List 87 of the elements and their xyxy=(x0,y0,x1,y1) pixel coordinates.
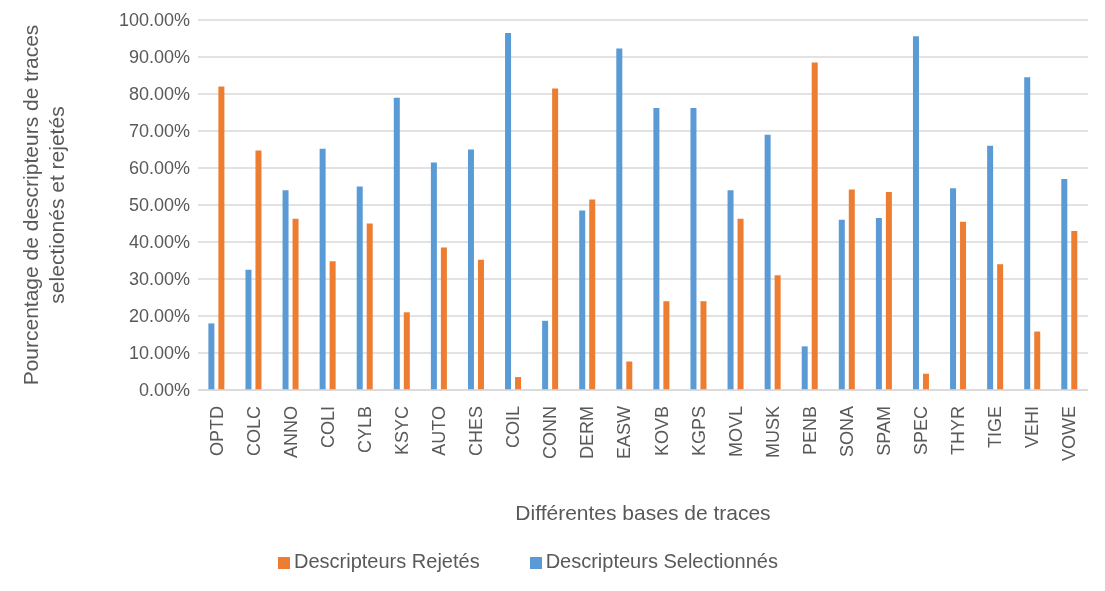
bar xyxy=(515,377,522,390)
bar xyxy=(292,218,299,390)
bar xyxy=(997,264,1004,390)
y-tick-label: 30.00% xyxy=(128,269,190,290)
bar xyxy=(801,346,808,390)
bar xyxy=(950,188,957,390)
bar xyxy=(403,312,410,390)
x-tick-label: OPTD xyxy=(206,406,227,457)
bar xyxy=(700,301,707,390)
bar xyxy=(319,148,326,390)
bar xyxy=(987,145,994,390)
bar xyxy=(1034,331,1041,390)
bar xyxy=(764,134,771,390)
x-tick-label: EASW xyxy=(614,406,635,460)
x-tick-label: KGPS xyxy=(688,406,709,457)
bar xyxy=(366,223,373,390)
bar xyxy=(255,150,262,390)
x-tick-label: CONN xyxy=(540,406,561,459)
bar xyxy=(208,323,215,390)
y-axis-title: Pourcentage de descripteurs de traces selectionés et rejetés xyxy=(19,24,68,386)
x-tick-label: MOVL xyxy=(725,406,746,458)
x-tick-label: VOWE xyxy=(1059,406,1080,462)
bar xyxy=(393,97,400,390)
y-tick-label: 70.00% xyxy=(128,121,190,142)
bar xyxy=(1071,230,1078,390)
bar xyxy=(848,189,855,390)
bar xyxy=(616,48,623,390)
bar xyxy=(774,275,781,390)
bar xyxy=(467,149,474,390)
bar xyxy=(875,217,882,390)
x-tick-label: PENB xyxy=(799,406,820,456)
x-tick-label: COLI xyxy=(317,406,338,449)
bar xyxy=(329,261,336,390)
y-tick-label: 100.00% xyxy=(118,10,190,31)
bar xyxy=(505,32,512,390)
bar xyxy=(282,190,289,390)
bar xyxy=(653,108,660,390)
x-tick-label: COIL xyxy=(503,406,524,449)
bar xyxy=(727,190,734,390)
bar xyxy=(430,162,437,390)
x-tick-label: COLC xyxy=(243,406,264,457)
legend-label: Descripteurs Rejetés xyxy=(294,550,480,572)
bar xyxy=(579,210,586,390)
bar xyxy=(811,62,818,390)
x-tick-label: CYLB xyxy=(354,406,375,454)
bar xyxy=(922,373,929,390)
x-tick-label: SONA xyxy=(836,406,857,458)
bar xyxy=(1024,77,1031,390)
x-tick-label: THYR xyxy=(948,406,969,455)
x-tick-label: TIGE xyxy=(985,406,1006,449)
x-axis-title: Différentes bases de traces xyxy=(515,501,771,524)
x-tick-label: KOVB xyxy=(651,406,672,457)
bar xyxy=(589,199,596,390)
x-tick-label: AUTO xyxy=(429,406,450,456)
y-tick-label: 50.00% xyxy=(128,195,190,216)
y-tick-label: 60.00% xyxy=(128,158,190,179)
x-tick-label: CHES xyxy=(466,406,487,457)
x-tick-label: VEHI xyxy=(1022,406,1043,449)
x-tick-label: ANNO xyxy=(280,406,301,459)
x-tick-label: DERM xyxy=(577,406,598,459)
y-tick-label: 0.00% xyxy=(138,380,190,401)
bar xyxy=(626,361,633,390)
bar xyxy=(690,108,697,390)
x-tick-label: SPEC xyxy=(911,406,932,456)
bar xyxy=(440,247,447,390)
bar xyxy=(1061,179,1068,390)
bar xyxy=(356,186,363,390)
x-tick-label: KSYC xyxy=(391,406,412,456)
bar xyxy=(885,192,892,390)
x-tick-label: MUSK xyxy=(762,406,783,459)
bar xyxy=(663,301,670,390)
bar xyxy=(737,218,744,390)
y-tick-label: 80.00% xyxy=(128,84,190,105)
bar xyxy=(245,269,252,390)
y-tick-label: 20.00% xyxy=(128,306,190,327)
bar xyxy=(960,221,967,390)
y-tick-label: 40.00% xyxy=(128,232,190,253)
bar xyxy=(912,36,919,390)
bar xyxy=(838,219,845,390)
x-tick-label: SPAM xyxy=(874,406,895,456)
bar xyxy=(218,86,225,390)
legend-label: Descripteurs Selectionnés xyxy=(545,550,778,572)
y-tick-label: 90.00% xyxy=(128,47,190,68)
bar xyxy=(552,88,559,390)
bar xyxy=(542,320,549,390)
y-tick-label: 10.00% xyxy=(128,343,190,364)
bar xyxy=(477,259,484,390)
